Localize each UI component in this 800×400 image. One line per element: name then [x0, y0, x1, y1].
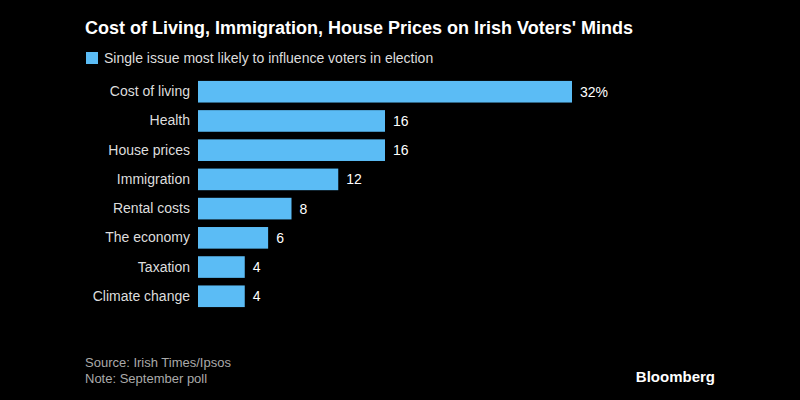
bar	[198, 139, 385, 161]
bar	[198, 227, 268, 249]
data-label: 4	[253, 259, 261, 275]
tick: Climate change	[93, 288, 192, 304]
tick: Rental costs	[113, 200, 192, 216]
tick: Health	[150, 112, 192, 128]
bar	[198, 81, 572, 103]
data-label: 32%	[580, 84, 608, 100]
bar	[198, 198, 292, 220]
data-label: 4	[253, 288, 261, 304]
tick-label: House prices	[108, 142, 190, 158]
data-label: 16	[393, 142, 409, 158]
background	[0, 0, 800, 400]
tick: Cost of living	[110, 83, 192, 99]
category-axis: Cost of living Health House prices Immigrat…	[93, 79, 193, 311]
tick-label: Taxation	[138, 259, 190, 275]
bar	[198, 169, 338, 191]
tick: The economy	[105, 229, 192, 245]
tick-label: Climate change	[93, 288, 190, 304]
bar	[198, 285, 245, 307]
legend-swatch	[86, 52, 98, 64]
tick: Taxation	[138, 259, 192, 275]
legend-label: Single issue most likely to influence vo…	[104, 50, 433, 66]
tick: Immigration	[117, 171, 192, 187]
data-label: 6	[276, 230, 284, 246]
chart-svg: Cost of Living, Immigration, House Price…	[0, 0, 800, 400]
legend-item: Single issue most likely to influence vo…	[86, 50, 433, 66]
tick-label: Cost of living	[110, 83, 190, 99]
credit: Bloomberg	[636, 368, 715, 385]
tick-label: Immigration	[117, 171, 190, 187]
tick-label: The economy	[105, 229, 190, 245]
bar	[198, 256, 245, 278]
data-label: 8	[300, 201, 308, 217]
tick-label: Rental costs	[113, 200, 190, 216]
tick-label: Health	[150, 112, 190, 128]
tick: House prices	[108, 142, 192, 158]
source: Source: Irish Times/Ipsos	[85, 355, 231, 370]
bar	[198, 110, 385, 132]
axis-line	[192, 79, 193, 311]
data-label: 12	[346, 171, 362, 187]
title: Cost of Living, Immigration, House Price…	[85, 18, 633, 38]
note: Note: September poll	[85, 371, 207, 386]
bars	[198, 81, 572, 307]
data-label: 16	[393, 113, 409, 129]
